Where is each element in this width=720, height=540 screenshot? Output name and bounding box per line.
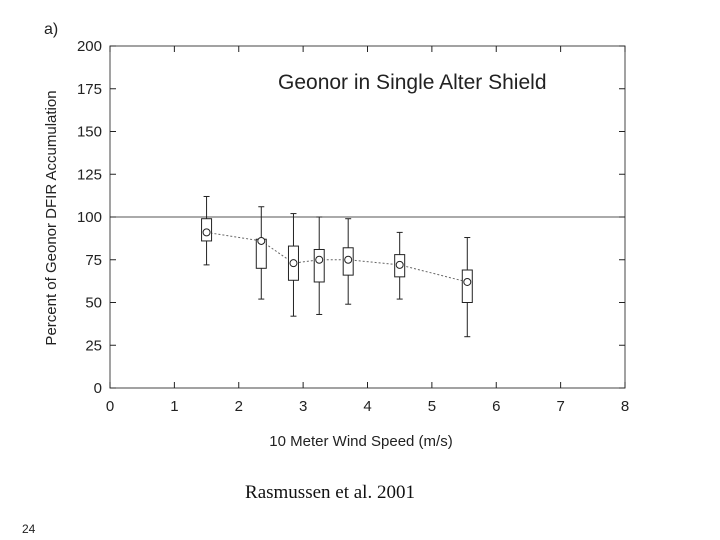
box-plot-item	[342, 218, 354, 305]
y-tick-label: 0	[94, 380, 102, 397]
box-median-marker	[315, 255, 324, 264]
x-tick-label: 3	[299, 398, 307, 415]
box-median-marker	[257, 236, 266, 245]
box-plot-item	[461, 237, 473, 338]
citation-text: Rasmussen et al. 2001	[245, 482, 415, 503]
chart-title: Geonor in Single Alter Shield	[278, 71, 547, 94]
y-tick-label: 50	[85, 295, 102, 312]
box-plot-item	[313, 216, 325, 315]
box-median-marker	[395, 260, 404, 269]
box-median-marker	[344, 255, 353, 264]
x-axis-label: 10 Meter Wind Speed (m/s)	[269, 433, 452, 450]
box-series	[201, 195, 473, 338]
y-tick-label: 100	[77, 209, 102, 226]
x-tick-label: 5	[428, 398, 436, 415]
y-tick-label: 25	[85, 337, 102, 354]
y-tick-label: 150	[77, 124, 102, 141]
y-tick-label: 200	[77, 38, 102, 55]
y-tick-label: 175	[77, 81, 102, 98]
x-tick-label: 6	[492, 398, 500, 415]
median-trend-line	[206, 231, 468, 283]
x-tick-label: 1	[170, 398, 178, 415]
box-median-marker	[463, 277, 472, 286]
median-trend-line-group	[206, 231, 468, 283]
box-plot-item	[287, 213, 299, 317]
box-iqr	[461, 269, 473, 304]
y-tick-label: 75	[85, 252, 102, 269]
box-median-marker	[202, 228, 211, 237]
axis-ticks: 0 25 50 75 100 125 150 175 200 0 1 2 3 4 5 6 7 8	[77, 38, 629, 415]
x-tick-label: 4	[363, 398, 371, 415]
x-tick-label: 2	[235, 398, 243, 415]
box-plot-item	[394, 231, 406, 300]
x-tick-label: 8	[621, 398, 629, 415]
x-tick-label: 0	[106, 398, 114, 415]
x-tick-label: 7	[556, 398, 564, 415]
y-tick-label: 125	[77, 166, 102, 183]
box-plot-item	[201, 195, 213, 266]
box-median-marker	[289, 259, 298, 268]
panel-label: a)	[44, 21, 58, 38]
y-axis-label: Percent of Geonor DFIR Accumulation	[43, 90, 60, 345]
box-iqr	[313, 248, 325, 283]
slide-number: 24	[22, 522, 36, 536]
box-plot-item	[255, 206, 267, 300]
